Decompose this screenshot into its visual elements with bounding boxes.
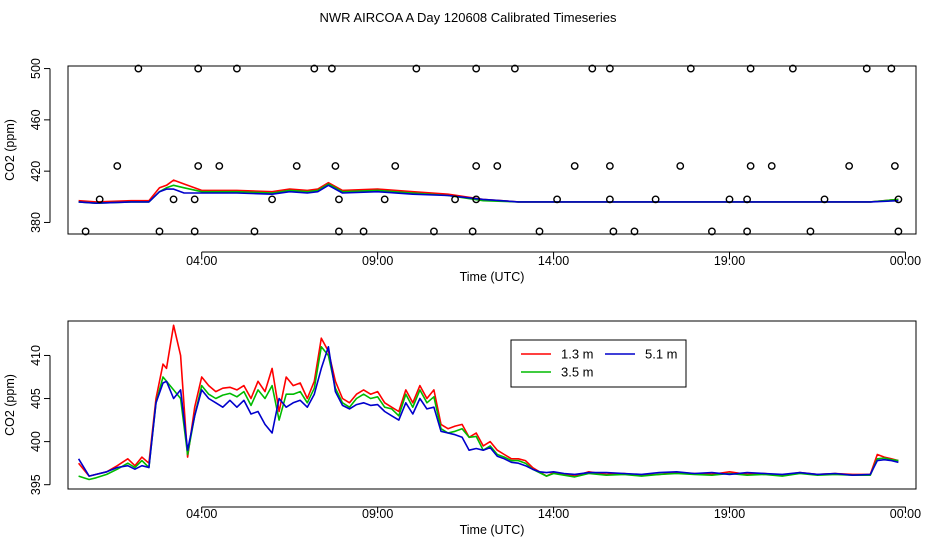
calibration-point (894, 195, 903, 204)
legend-box (510, 339, 687, 388)
calibration-point (767, 162, 776, 170)
calibration-point (81, 227, 90, 236)
y-tick-label: 395 (29, 474, 43, 495)
calibration-point (268, 195, 276, 204)
calibration-point (535, 227, 544, 236)
calibration-point (890, 162, 899, 170)
y-tick-label: 460 (29, 109, 43, 130)
x-tick-label: 00:00 (890, 254, 921, 268)
calibration-point (250, 227, 259, 236)
calibration-point (380, 195, 389, 204)
calibration-point (820, 195, 829, 204)
y-axis-label: CO2 (ppm) (3, 374, 17, 436)
calibration-point (725, 195, 734, 204)
plot-frame (67, 320, 917, 490)
calibration-point (862, 64, 871, 73)
x-tick-label: 00:00 (890, 507, 921, 521)
series-line-1-3-mm (77, 324, 899, 477)
y-tick-label: 400 (29, 431, 43, 452)
calibration-point (335, 195, 343, 204)
x-axis-label: Time (UTC) (460, 523, 525, 537)
x-tick-label: 19:00 (714, 254, 745, 268)
series-line-3-5-mm (78, 345, 899, 481)
y-tick-label: 500 (29, 58, 43, 79)
calibration-point (605, 195, 614, 204)
calibration-point (743, 195, 752, 204)
calibration-point (788, 64, 797, 73)
calibration-point (630, 227, 639, 236)
calibration-point (553, 195, 561, 204)
calibration-point (391, 162, 400, 170)
calibration-point (194, 162, 203, 170)
calibration-point (605, 162, 614, 170)
calibration-point (430, 227, 438, 236)
calibration-point (746, 162, 755, 170)
calibration-point (651, 195, 660, 204)
calibration-point (605, 64, 614, 73)
top-panel: 04:00 09:00 14:00 19:00 00:00 Time (UTC) 380 42… (3, 58, 921, 284)
y-axis-label: CO2 (ppm) (3, 119, 17, 181)
calibration-point (190, 227, 199, 236)
x-tick-label: 09:00 (362, 254, 393, 268)
calibration-point (359, 227, 368, 236)
calibration-point (708, 227, 716, 236)
calibration-point (510, 64, 519, 73)
calibration-point (806, 227, 815, 236)
calibration-point (894, 227, 903, 236)
legend-label: 3.5 m (561, 365, 594, 380)
calibration-point (134, 64, 143, 73)
calibration-point (451, 195, 459, 204)
calibration-point (743, 227, 752, 236)
calibration-point (292, 162, 301, 170)
legend-label: 5.1 m (645, 347, 678, 362)
calibration-point (493, 162, 502, 170)
calibration-point (468, 227, 477, 236)
x-tick-label: 19:00 (714, 507, 745, 521)
calibration-point (232, 64, 241, 73)
calibration-point (746, 64, 755, 73)
calibration-point (609, 227, 618, 236)
calibration-point (676, 162, 685, 170)
bottom-panel: 04:00 09:00 14:00 19:00 00:00 Time (UTC) 395 40… (3, 320, 921, 537)
y-tick-label: 410 (29, 345, 43, 366)
calibration-point (215, 162, 224, 170)
calibration-point (845, 162, 854, 170)
chart-title: NWR AIRCOA A Day 120608 Calibrated Times… (320, 10, 617, 25)
y-tick-label: 405 (29, 388, 43, 409)
calibration-point (570, 162, 579, 170)
calibration-point (686, 64, 695, 73)
calibration-point (328, 64, 336, 73)
calibration-point (194, 64, 203, 73)
calibration-point (310, 64, 319, 73)
x-tick-label: 04:00 (186, 507, 217, 521)
series-line-5-1-mm (78, 184, 899, 204)
legend-label: 1.3 m (561, 347, 594, 362)
x-tick-label: 09:00 (362, 507, 393, 521)
calibration-point (588, 64, 597, 73)
series-line-5-1-mm (77, 345, 899, 477)
calibration-point (155, 227, 164, 236)
calibration-point (472, 195, 481, 204)
calibration-point (472, 64, 481, 73)
x-tick-label: 04:00 (186, 254, 217, 268)
calibration-point (190, 195, 199, 204)
calibration-point (113, 162, 122, 170)
calibration-point (412, 64, 421, 73)
x-tick-label: 14:00 (538, 507, 569, 521)
plot-frame (67, 65, 917, 235)
y-tick-label: 420 (29, 161, 43, 182)
calibration-point (335, 227, 343, 236)
calibration-point (169, 195, 178, 204)
calibration-point (95, 195, 104, 204)
calibration-point (887, 64, 896, 73)
x-axis-label: Time (UTC) (460, 270, 525, 284)
calibration-point (472, 162, 481, 170)
y-tick-label: 380 (29, 212, 43, 233)
x-tick-label: 14:00 (538, 254, 569, 268)
calibration-point (331, 162, 340, 170)
